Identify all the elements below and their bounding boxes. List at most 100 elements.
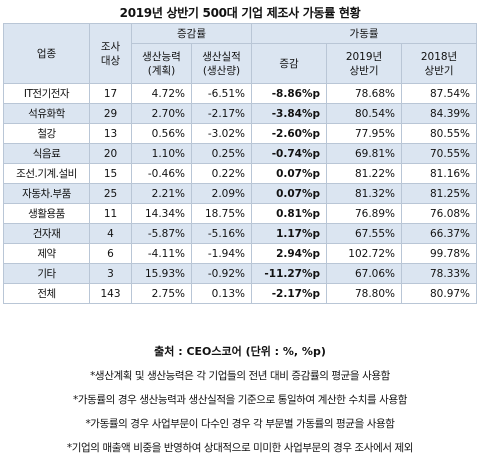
cell-utilization-delta: 1.17%p [251, 223, 328, 244]
document: 2019년 상반기 500대 기업 제조사 가동률 현황 업종 조사 대상 증감… [3, 6, 478, 454]
table-row: 자동차.부품 25 2.21% 2.09% 0.07%p 81.32% 81.25% [3, 183, 478, 204]
header-2018-line2: 상반기 [424, 64, 454, 77]
table-title: 2019년 상반기 500대 기업 제조사 가동률 현황 [119, 6, 361, 20]
cell-capacity-change: 1.10% [131, 143, 192, 164]
cell-output-change: 0.25% [190, 143, 253, 164]
cell-output-change: 0.22% [190, 163, 253, 184]
cell-utilization-2018: 66.37% [401, 223, 478, 244]
cell-survey-count: 3 [89, 263, 132, 284]
cell-utilization-2019: 81.32% [326, 183, 403, 204]
header-2018-line1: 2018년 [420, 50, 458, 63]
cell-industry: 자동차.부품 [3, 183, 90, 204]
cell-capacity-change: 15.93% [131, 263, 192, 284]
cell-utilization-2018: 80.55% [401, 123, 478, 144]
cell-output-change: -0.92% [190, 263, 253, 284]
cell-capacity-change: 2.21% [131, 183, 192, 204]
header-survey-line2: 대상 [100, 54, 121, 67]
table-row: 조선.기계.설비 15 -0.46% 0.22% 0.07%p 81.22% 81.16% [3, 163, 478, 184]
cell-utilization-2018: 81.25% [401, 183, 478, 204]
cell-capacity-change: -4.11% [131, 243, 192, 264]
cell-survey-count: 13 [89, 123, 132, 144]
cell-utilization-2019: 69.81% [326, 143, 403, 164]
source-line: 출처 : CEO스코어 (단위 : %, %p) [154, 345, 326, 358]
cell-utilization-delta: 0.07%p [251, 163, 328, 184]
cell-output-change: -1.94% [190, 243, 253, 264]
cell-utilization-2019: 81.22% [326, 163, 403, 184]
cell-utilization-2019: 77.95% [326, 123, 403, 144]
cell-utilization-delta: -11.27%p [251, 263, 328, 284]
cell-industry: 제약 [3, 243, 90, 264]
table-row: 제약 6 -4.11% -1.94% 2.94%p 102.72% 99.78% [3, 243, 478, 264]
header-output-line1: 생산실적 [202, 50, 241, 63]
cell-utilization-delta: 2.94%p [251, 243, 328, 264]
cell-utilization-2019: 78.80% [326, 283, 403, 304]
cell-utilization-delta: -2.60%p [251, 123, 328, 144]
header-2018-h1: 2018년 상반기 [401, 43, 478, 84]
cell-survey-count: 11 [89, 203, 132, 224]
header-survey-count: 조사 대상 [89, 23, 132, 84]
cell-utilization-2018: 80.97% [401, 283, 478, 304]
footnote: *기업의 매출액 비중을 반영하여 상대적으로 미미한 사업부문의 경우 조사에… [66, 442, 414, 454]
cell-utilization-2018: 76.08% [401, 203, 478, 224]
cell-utilization-2019: 76.89% [326, 203, 403, 224]
header-2019-h1: 2019년 상반기 [326, 43, 403, 84]
cell-survey-count: 15 [89, 163, 132, 184]
header-group-utilization: 가동률 [251, 23, 478, 44]
cell-capacity-change: 14.34% [131, 203, 192, 224]
cell-survey-count: 143 [89, 283, 132, 304]
cell-output-change: -2.17% [190, 103, 253, 124]
cell-industry: 석유화학 [3, 103, 90, 124]
cell-utilization-2018: 81.16% [401, 163, 478, 184]
cell-industry: 조선.기계.설비 [3, 163, 90, 184]
cell-capacity-change: 4.72% [131, 83, 192, 104]
table-row: 전체 143 2.75% 0.13% -2.17%p 78.80% 80.97% [3, 283, 478, 304]
header-capacity-line1: 생산능력 [142, 50, 181, 63]
cell-industry: 철강 [3, 123, 90, 144]
header-capacity-line2: (계획) [147, 64, 176, 77]
cell-utilization-2019: 67.55% [326, 223, 403, 244]
cell-survey-count: 25 [89, 183, 132, 204]
cell-output-change: -3.02% [190, 123, 253, 144]
header-output-line2: (생산량) [202, 64, 241, 77]
cell-capacity-change: 0.56% [131, 123, 192, 144]
cell-utilization-2018: 99.78% [401, 243, 478, 264]
cell-output-change: 0.13% [190, 283, 253, 304]
cell-survey-count: 20 [89, 143, 132, 164]
cell-industry: 전체 [3, 283, 90, 304]
footnote: *생산계획 및 생산능력은 각 기업들의 전년 대비 증감률의 평균을 사용함 [90, 370, 390, 382]
table-row: 건자재 4 -5.87% -5.16% 1.17%p 67.55% 66.37% [3, 223, 478, 244]
cell-industry: 기타 [3, 263, 90, 284]
cell-utilization-delta: -0.74%p [251, 143, 328, 164]
footnote: *가동률의 경우 생산능력과 생산실적을 기준으로 통일하여 계산한 수치를 사… [73, 394, 407, 406]
cell-utilization-2018: 87.54% [401, 83, 478, 104]
header-capacity: 생산능력 (계획) [131, 43, 192, 84]
cell-utilization-delta: -8.86%p [251, 83, 328, 104]
footnotes: 출처 : CEO스코어 (단위 : %, %p) *생산계획 및 생산능력은 각… [0, 343, 480, 464]
cell-industry: 건자재 [3, 223, 90, 244]
cell-utilization-2019: 102.72% [326, 243, 403, 264]
cell-capacity-change: -0.46% [131, 163, 192, 184]
header-industry: 업종 [3, 23, 90, 84]
cell-survey-count: 17 [89, 83, 132, 104]
table-row: 철강 13 0.56% -3.02% -2.60%p 77.95% 80.55% [3, 123, 478, 144]
footnote: *가동률의 경우 사업부문이 다수인 경우 각 부문별 가동률의 평균을 사용함 [85, 418, 395, 430]
cell-output-change: 18.75% [190, 203, 253, 224]
cell-industry: IT전기전자 [3, 83, 90, 104]
table-row: 기타 3 15.93% -0.92% -11.27%p 67.06% 78.33% [3, 263, 478, 284]
cell-utilization-delta: -2.17%p [251, 283, 328, 304]
cell-survey-count: 29 [89, 103, 132, 124]
cell-survey-count: 4 [89, 223, 132, 244]
header-survey-line1: 조사 [100, 40, 121, 53]
cell-utilization-2018: 78.33% [401, 263, 478, 284]
cell-utilization-2018: 84.39% [401, 103, 478, 124]
cell-industry: 생활용품 [3, 203, 90, 224]
cell-capacity-change: 2.75% [131, 283, 192, 304]
table-row: 생활용품 11 14.34% 18.75% 0.81%p 76.89% 76.08% [3, 203, 478, 224]
cell-utilization-2019: 80.54% [326, 103, 403, 124]
cell-utilization-2018: 70.55% [401, 143, 478, 164]
header-2019-line1: 2019년 [345, 50, 383, 63]
cell-output-change: -6.51% [190, 83, 253, 104]
table-row: 식음료 20 1.10% 0.25% -0.74%p 69.81% 70.55% [3, 143, 478, 164]
header-delta: 증감 [251, 43, 328, 84]
cell-utilization-2019: 78.68% [326, 83, 403, 104]
